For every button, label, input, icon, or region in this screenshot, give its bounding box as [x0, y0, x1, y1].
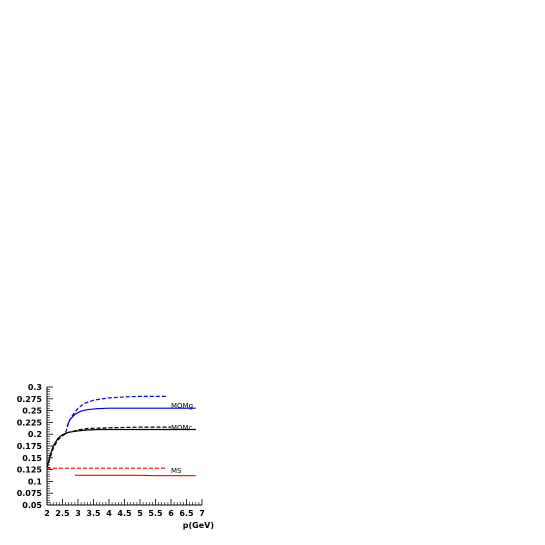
y-tick-label: 0.1 — [28, 477, 43, 486]
x-axis-title: p(GeV) — [183, 521, 214, 530]
series-label-momg: MOMg — [171, 402, 193, 410]
x-tick-label: 5 — [137, 509, 143, 518]
axis-ticks — [46, 386, 203, 506]
y-tick-label: 0.05 — [22, 501, 42, 510]
x-tick-label: 3.5 — [86, 509, 101, 518]
x-tick-label: 4.5 — [117, 509, 132, 518]
y-tick-label: 0.175 — [17, 442, 43, 451]
y-tick-label: 0.275 — [17, 395, 43, 404]
y-tick-label: 0.15 — [22, 454, 42, 463]
x-tick-label: 6.5 — [179, 509, 194, 518]
series-lines — [46, 395, 196, 477]
y-tick-label: 0.125 — [17, 466, 43, 475]
series-line-3 — [46, 428, 196, 469]
series-line-1 — [66, 407, 196, 426]
axis-tick-labels: 2 2.5 3 3.5 4 4.5 5 5.5 6 6.5 7 0.05 0.075 0.1 0.125 0.… — [17, 383, 205, 518]
y-tick-label: 0.225 — [17, 418, 43, 427]
series-label-ms: MS — [171, 467, 182, 475]
x-tick-label: 2.5 — [55, 509, 70, 518]
x-tick-label: 3 — [75, 509, 81, 518]
y-tick-label: 0.2 — [28, 430, 42, 439]
x-tick-label: 6 — [168, 509, 174, 518]
x-tick-label: 5.5 — [148, 509, 163, 518]
series-line-2 — [46, 426, 171, 469]
y-tick-label: 0.25 — [22, 407, 42, 416]
series-annotations: MOMg MOMc MS — [171, 402, 193, 475]
x-tick-label: 2 — [44, 509, 50, 518]
series-label-momc: MOMc — [171, 424, 193, 432]
y-tick-label: 0.3 — [28, 383, 42, 392]
x-tick-label: 4 — [106, 509, 112, 518]
x-tick-label: 7 — [199, 509, 205, 518]
y-tick-label: 0.075 — [17, 489, 43, 498]
